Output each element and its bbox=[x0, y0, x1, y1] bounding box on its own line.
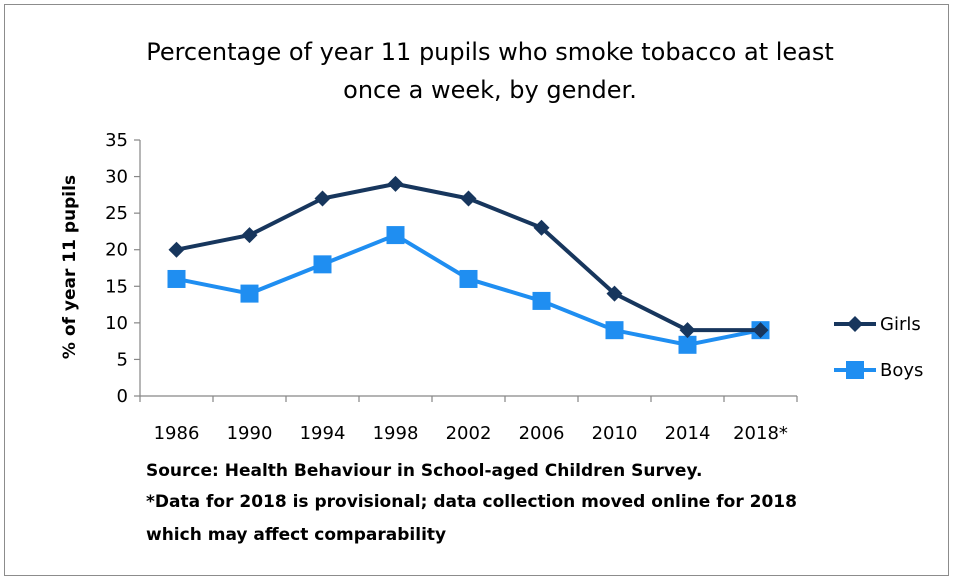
legend: Girls Boys bbox=[834, 314, 923, 381]
chart-title-line-2: once a week, by gender. bbox=[343, 76, 637, 104]
x-tick-label: 1990 bbox=[227, 423, 273, 444]
data-point-boys bbox=[459, 269, 478, 288]
data-point-girls bbox=[314, 190, 331, 207]
data-point-boys bbox=[532, 291, 551, 310]
data-point-girls bbox=[460, 190, 477, 207]
chart-title-line-1: Percentage of year 11 pupils who smoke t… bbox=[146, 38, 834, 66]
y-tick-label: 20 bbox=[105, 240, 128, 261]
data-point-boys bbox=[167, 269, 186, 288]
chart-frame bbox=[4, 4, 949, 576]
x-tick-label: 2018* bbox=[733, 423, 788, 444]
y-tick-label: 5 bbox=[117, 349, 128, 370]
y-axis-label: % of year 11 pupils bbox=[60, 175, 80, 359]
data-point-boys bbox=[313, 255, 332, 274]
data-point-girls bbox=[168, 241, 185, 258]
y-tick-label: 30 bbox=[105, 167, 128, 188]
legend-label-boys: Boys bbox=[880, 360, 923, 381]
legend-label-girls: Girls bbox=[880, 314, 921, 335]
data-point-girls bbox=[387, 175, 404, 192]
legend-marker-boys bbox=[846, 361, 864, 379]
y-tick-label: 15 bbox=[105, 276, 128, 297]
data-point-boys bbox=[605, 321, 624, 340]
provisional-note-line-1: *Data for 2018 is provisional; data coll… bbox=[146, 492, 797, 512]
data-point-girls bbox=[533, 219, 550, 236]
series-line-boys bbox=[176, 233, 761, 347]
data-point-boys bbox=[240, 284, 259, 303]
series-layer bbox=[167, 175, 770, 354]
y-tick-label: 10 bbox=[105, 313, 128, 334]
series-boys bbox=[167, 226, 770, 354]
x-axis: 1986 1990 1994 1998 2002 2006 2010 2014 2018* bbox=[139, 395, 798, 444]
x-tick-label: 1986 bbox=[154, 423, 200, 444]
provisional-note-line-2: which may affect comparability bbox=[146, 525, 446, 545]
data-point-girls bbox=[241, 227, 258, 244]
data-point-boys bbox=[386, 226, 405, 245]
y-tick-label: 0 bbox=[117, 386, 128, 407]
x-tick-label: 2006 bbox=[519, 423, 565, 444]
legend-item-boys: Boys bbox=[834, 360, 923, 381]
y-axis: 0 5 10 15 20 25 30 35 bbox=[105, 130, 141, 407]
x-tick-label: 1994 bbox=[300, 423, 346, 444]
legend-marker-girls bbox=[847, 316, 863, 332]
data-point-girls bbox=[679, 322, 696, 339]
data-point-girls bbox=[752, 322, 769, 339]
data-point-girls bbox=[606, 285, 623, 302]
series-girls bbox=[168, 175, 769, 339]
x-tick-label: 2002 bbox=[446, 423, 492, 444]
source-note: Source: Health Behaviour in School-aged … bbox=[146, 461, 702, 481]
x-tick-label: 2010 bbox=[592, 423, 638, 444]
y-tick-label: 25 bbox=[105, 203, 128, 224]
legend-item-girls: Girls bbox=[834, 314, 921, 335]
x-tick-label: 1998 bbox=[373, 423, 419, 444]
y-tick-label: 35 bbox=[105, 130, 128, 151]
data-point-boys bbox=[678, 335, 697, 354]
x-tick-label: 2014 bbox=[665, 423, 711, 444]
